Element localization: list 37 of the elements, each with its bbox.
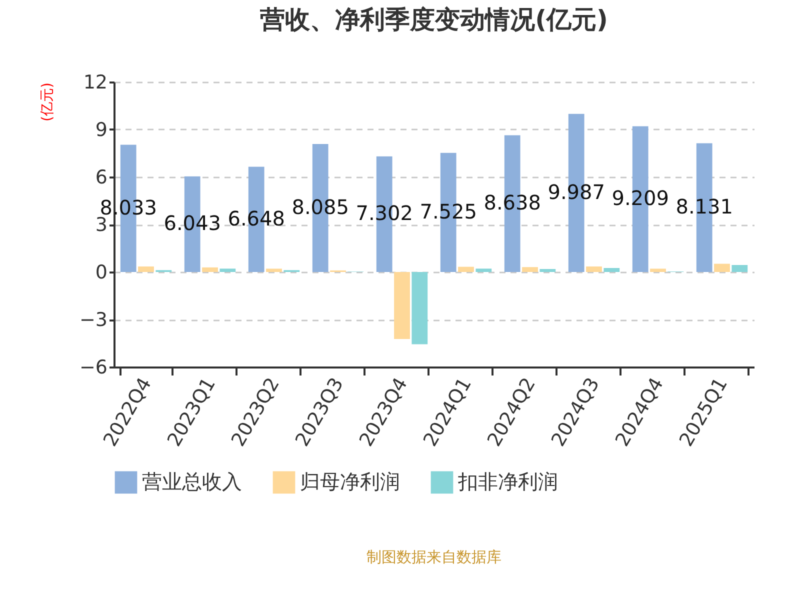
bar <box>220 268 236 272</box>
data-label: 6.648 <box>228 206 285 230</box>
data-label: 7.525 <box>420 199 477 224</box>
y-tick-label: 9 <box>95 119 108 141</box>
text: 制图数据来自数据库 <box>366 548 502 566</box>
bar <box>604 268 620 272</box>
y-tick-label: −6 <box>79 356 108 378</box>
bar <box>412 272 428 344</box>
bar <box>458 266 474 272</box>
bar <box>732 265 748 272</box>
y-tick-label: 6 <box>95 166 108 188</box>
bar <box>394 272 410 339</box>
data-label: 8.085 <box>292 194 349 219</box>
bar <box>540 268 556 272</box>
y-tick-label: 3 <box>95 214 108 236</box>
bar <box>586 266 602 272</box>
data-label: 8.131 <box>676 194 733 219</box>
bar <box>476 268 492 272</box>
bar <box>650 268 666 272</box>
data-label: 9.987 <box>548 180 605 204</box>
y-tick-label: 12 <box>83 72 108 94</box>
data-label: 6.043 <box>164 211 221 236</box>
y-tick-label: 0 <box>95 262 108 284</box>
data-label: 9.209 <box>612 186 669 210</box>
data-label: 7.302 <box>356 201 413 226</box>
bar <box>266 268 282 272</box>
legend-label: 营业总收入 <box>142 469 242 494</box>
data-label: 8.638 <box>484 190 541 215</box>
y-axis-title: (亿元) <box>40 82 56 122</box>
legend-label: 扣非净利润 <box>457 469 558 494</box>
bar <box>714 264 730 272</box>
bar <box>522 267 538 272</box>
chart-title: 营收、净利季度变动情况(亿元) <box>259 5 608 34</box>
y-tick-label: −3 <box>79 309 108 331</box>
bar <box>202 267 218 272</box>
legend-label: 归母净利润 <box>300 469 400 494</box>
bar <box>138 266 154 272</box>
